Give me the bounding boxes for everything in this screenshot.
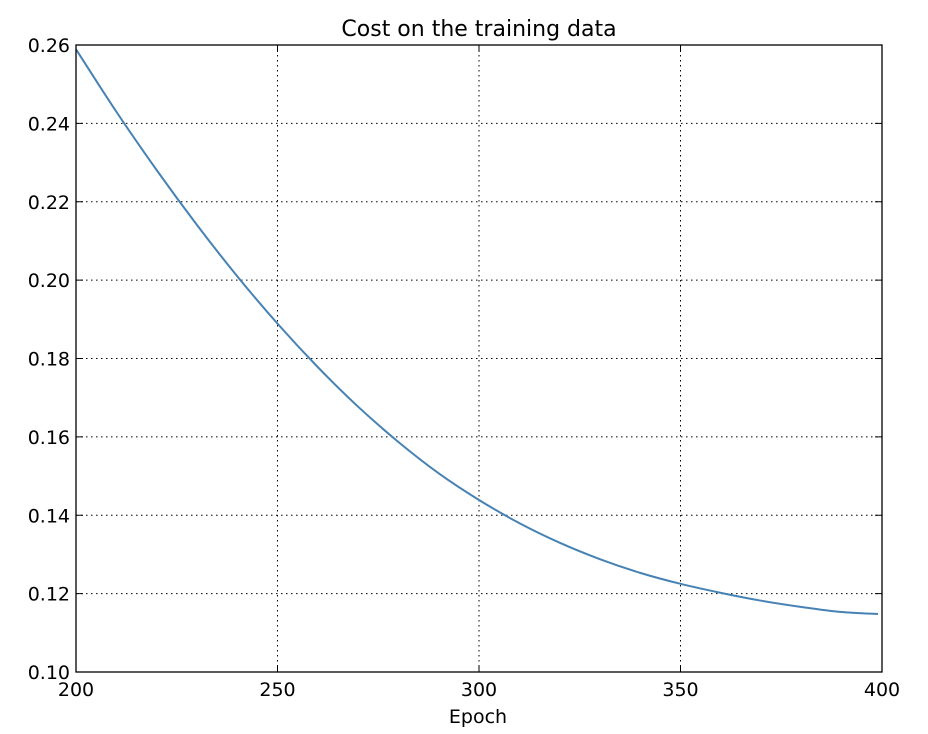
y-tick-label: 0.18 [28,349,70,371]
x-tick-labels: 200 250 300 350 400 [58,679,900,701]
y-tick-label: 0.10 [28,662,70,684]
x-tick-label: 350 [662,679,698,701]
x-tick-label: 400 [864,679,900,701]
y-tick-label: 0.20 [28,270,70,292]
x-tick-label: 300 [461,679,497,701]
y-tick-label: 0.24 [28,113,70,135]
y-tick-label: 0.14 [28,505,70,527]
y-tick-label: 0.16 [28,427,70,449]
y-tick-label: 0.22 [28,192,70,214]
y-tick-label: 0.12 [28,584,70,606]
x-tick-label: 200 [58,679,94,701]
y-tick-label: 0.26 [28,35,70,57]
x-tick-label: 250 [259,679,295,701]
series-layer [75,48,879,615]
y-tick-labels: 0.10 0.12 0.14 0.16 0.18 0.20 0.22 0.24 0.26 [28,35,70,684]
x-axis-title: Epoch [449,706,507,728]
plot-frame [75,44,883,673]
chart-title: Cost on the training data [341,17,616,42]
series-line [75,48,879,615]
